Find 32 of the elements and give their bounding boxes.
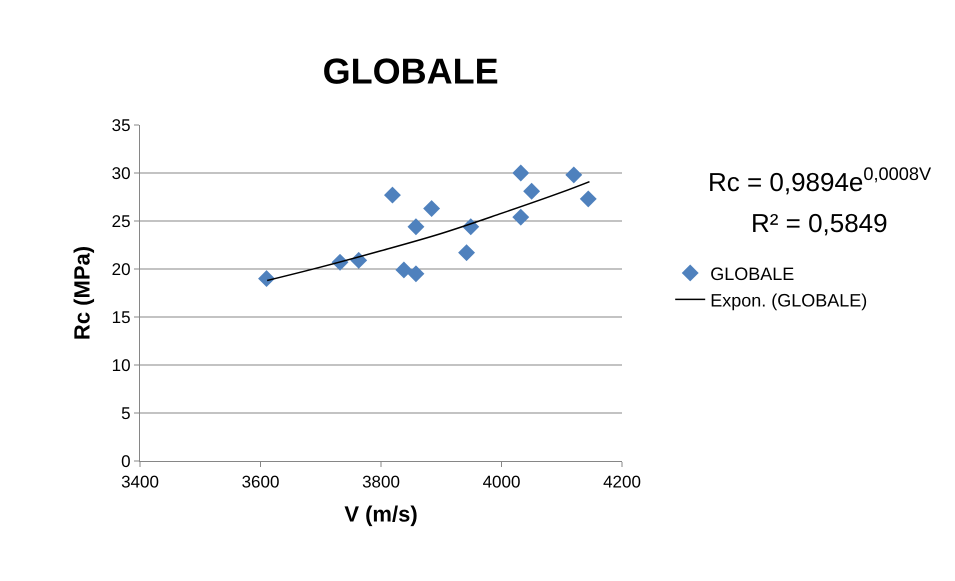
x-tick-label: 4000 [482, 472, 520, 492]
x-tick-label: 4200 [603, 472, 641, 492]
x-axis-title: V (m/s) [344, 501, 418, 526]
point [523, 182, 540, 200]
point [408, 265, 424, 282]
text: Rc = 0,9894e$^{0,0008V}$ [708, 164, 932, 197]
legend-label: Expon. (GLOBALE) [710, 290, 868, 310]
y-tick-label: 20 [112, 260, 131, 279]
point [423, 200, 440, 217]
point [565, 166, 582, 184]
legend-label: GLOBALE [710, 264, 794, 284]
text: R² = 0,5849 [751, 208, 888, 238]
point [395, 262, 412, 278]
x-tick-label: 3600 [242, 472, 280, 492]
point [580, 190, 597, 208]
chart-title: GLOBALE [322, 50, 499, 92]
y-tick-label: 15 [112, 308, 131, 327]
point [384, 186, 401, 204]
y-tick-label: 0 [121, 452, 131, 471]
y-tick-label: 10 [112, 356, 131, 375]
y-axis-title: Rc (MPa) [69, 246, 94, 340]
y-tick-label: 5 [121, 404, 131, 423]
x-tick-label: 3800 [362, 472, 400, 492]
y-tick-label: 25 [112, 212, 131, 231]
y-tick-label: 35 [112, 116, 131, 135]
point [512, 164, 530, 182]
point [258, 270, 275, 288]
point [512, 208, 530, 226]
x-tick-label: 3400 [121, 472, 159, 492]
y-tick-label: 30 [112, 164, 131, 183]
point [408, 218, 424, 236]
point [458, 244, 476, 262]
